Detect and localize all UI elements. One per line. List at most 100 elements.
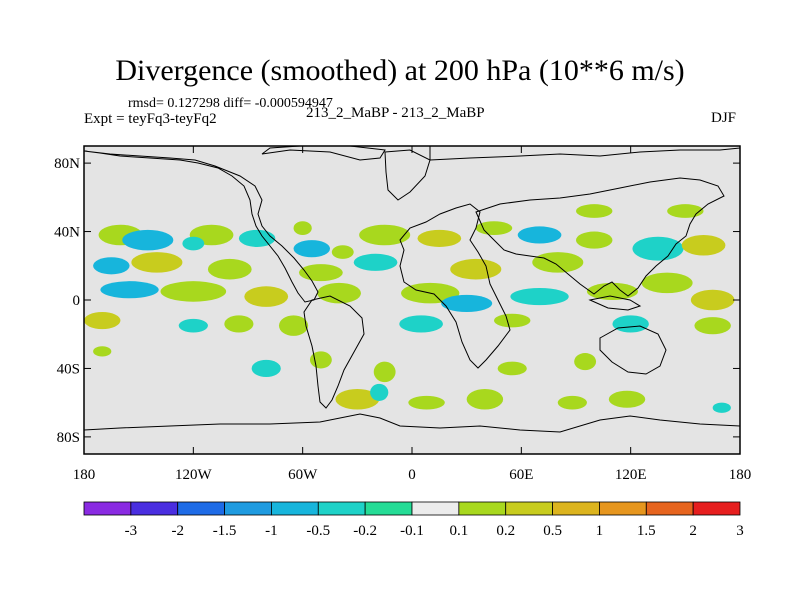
anomaly-blob-26 (160, 281, 227, 302)
anomaly-blob-30 (441, 294, 493, 312)
colorbar-label-2: -1.5 (213, 523, 237, 539)
coastline-siberia-north (429, 146, 740, 161)
colorbar-label-4: -0.5 (306, 523, 330, 539)
anomaly-blob-44 (373, 361, 396, 383)
coastline-south-america (303, 295, 365, 409)
anomaly-blob-16 (667, 204, 704, 218)
anomaly-blob-27 (244, 286, 289, 307)
anomaly-blob-35 (178, 318, 208, 333)
anomaly-blob-7 (331, 245, 354, 259)
experiment-label: Expt = teyFq3-teyFq2 (84, 111, 217, 127)
anomaly-blob-14 (681, 234, 726, 256)
anomaly-blob-8 (359, 224, 411, 246)
colorbar-swatch-11 (599, 501, 647, 516)
coastline-north-america (84, 150, 319, 303)
anomaly-blob-17 (93, 257, 130, 275)
anomaly-blob-22 (450, 258, 502, 280)
y-tick-label-3: 40S (57, 361, 80, 377)
colorbar: -3 -2 -1.5 -1 -0.5 -0.2 -0.1 0.1 0.2 0.5 1 1.5 2 3 (83, 501, 744, 539)
anomaly-blob-21 (353, 253, 398, 271)
colorbar-label-3: -1 (265, 523, 278, 539)
anomaly-blob-42 (251, 359, 281, 378)
colorbar-swatch-10 (552, 501, 600, 516)
colorbar-label-5: -0.2 (353, 523, 377, 539)
x-tick-label-6: 180 (729, 467, 752, 483)
anomaly-blob-5 (293, 221, 312, 235)
coastline-europe-africa (399, 203, 511, 369)
plot-title: Divergence (smoothed) at 200 hPa (10**6 … (115, 54, 685, 87)
y-axis: 80N 40N 0 40S 80S (54, 156, 740, 446)
colorbar-swatch-3 (224, 501, 272, 516)
colorbar-label-11: 1.5 (637, 523, 656, 539)
colorbar-swatch-13 (692, 501, 741, 516)
colorbar-label-9: 0.5 (543, 523, 562, 539)
colorbar-swatch-9 (505, 501, 553, 516)
x-axis: 180 120W 60W 0 60E 120E 180 (73, 146, 752, 483)
anomaly-blob-40 (612, 315, 649, 333)
coastline-asia (475, 177, 725, 297)
anomaly-blob-45 (497, 361, 527, 376)
anomaly-blob-41 (694, 317, 731, 335)
anomaly-blob-11 (517, 226, 562, 244)
colorbar-swatch-4 (271, 501, 319, 516)
anomaly-blob-12 (576, 231, 613, 249)
x-tick-label-2: 60W (288, 467, 318, 483)
coastline-indonesia (588, 295, 642, 311)
anomaly-blob-38 (399, 315, 443, 333)
anomaly-blob-6 (293, 240, 330, 258)
anomaly-blob-32 (586, 282, 638, 301)
colorbar-swatch-5 (317, 501, 366, 516)
anomaly-blob-4 (238, 229, 276, 247)
colorbar-label-7: 0.1 (449, 523, 468, 539)
x-tick-label-5: 120E (615, 467, 647, 483)
coastline-layer (84, 146, 740, 454)
anomaly-blob-13 (632, 236, 684, 261)
colorbar-label-10: 1 (596, 523, 604, 539)
anomaly-blob-9 (417, 229, 462, 247)
coastline-arctic-islands (261, 146, 386, 161)
coastline-antarctica (84, 413, 740, 454)
colorbar-label-13: 3 (736, 523, 744, 539)
anomaly-blob-53 (712, 402, 731, 413)
x-tick-label-4: 60E (509, 467, 533, 483)
anomaly-blob-50 (466, 388, 504, 410)
season-label: DJF (711, 110, 737, 126)
anomaly-blob-54 (93, 346, 112, 357)
anomaly-layer (84, 204, 735, 413)
colorbar-label-8: 0.2 (496, 523, 515, 539)
x-tick-label-1: 120W (175, 467, 213, 483)
stats-label: rmsd= 0.127298 diff= -0.000594947 (128, 96, 333, 111)
colorbar-swatch-2 (177, 501, 225, 516)
y-tick-label-4: 80S (57, 430, 80, 446)
colorbar-swatch-1 (130, 501, 179, 516)
colorbar-swatch-6 (364, 501, 413, 516)
case-label: 213_2_MaBP - 213_2_MaBP (306, 105, 485, 121)
anomaly-blob-49 (408, 395, 445, 410)
anomaly-blob-36 (224, 315, 254, 333)
anomaly-blob-28 (317, 282, 361, 304)
colorbar-swatch-12 (645, 501, 694, 516)
anomaly-blob-3 (182, 236, 205, 251)
anomaly-blob-20 (299, 264, 343, 282)
colorbar-swatch-8 (458, 501, 507, 516)
y-tick-label-1: 40N (54, 225, 80, 241)
coastline-greenland (384, 149, 431, 201)
anomaly-blob-33 (690, 289, 735, 311)
anomaly-blob-39 (494, 313, 531, 328)
anomaly-blob-24 (641, 272, 693, 294)
anomaly-blob-52 (608, 390, 646, 408)
anomaly-blob-18 (131, 252, 183, 273)
colorbar-label-6: -0.1 (400, 523, 424, 539)
anomaly-blob-25 (100, 281, 159, 299)
anomaly-blob-51 (557, 395, 587, 410)
colorbar-swatch-7 (411, 501, 460, 516)
colorbar-label-1: -2 (171, 523, 184, 539)
coastline-australia (599, 325, 667, 375)
anomaly-blob-34 (84, 311, 121, 330)
anomaly-blob-1 (122, 229, 174, 251)
colorbar-label-12: 2 (689, 523, 697, 539)
anomaly-blob-46 (574, 353, 597, 371)
y-tick-label-2: 0 (73, 293, 81, 309)
x-tick-label-3: 0 (408, 467, 416, 483)
